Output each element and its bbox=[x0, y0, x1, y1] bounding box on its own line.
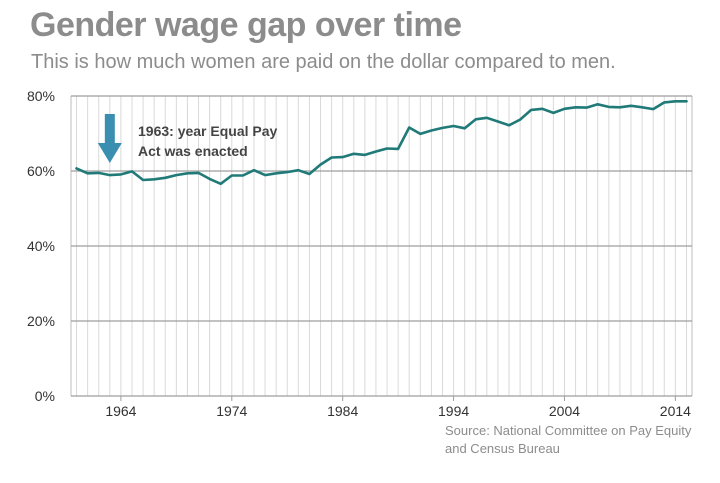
y-tick-label: 0% bbox=[35, 388, 55, 404]
annotation-group: 1963: year Equal Pay Act was enacted bbox=[97, 114, 278, 163]
chart-subtitle: This is how much women are paid on the d… bbox=[31, 51, 616, 73]
x-tick-label: 1974 bbox=[216, 403, 247, 419]
x-tick-label: 1964 bbox=[105, 403, 136, 419]
down-arrow-icon bbox=[97, 114, 122, 163]
x-tick-label: 2014 bbox=[660, 403, 691, 419]
annotation-line-1: 1963: year Equal Pay bbox=[138, 123, 278, 139]
horizontal-gridlines bbox=[71, 95, 692, 397]
chart-title: Gender wage gap over time bbox=[30, 6, 462, 44]
source-line-1: Source: National Committee on Pay Equity bbox=[445, 423, 692, 438]
y-tick-label: 20% bbox=[27, 313, 55, 329]
source-line-2: and Census Bureau bbox=[445, 441, 560, 456]
x-tick-label: 1994 bbox=[438, 403, 469, 419]
y-axis-ticks: 0% 20% 40% 60% 80% bbox=[27, 88, 55, 404]
series-line-wage-ratio bbox=[75, 100, 688, 186]
x-tick-label: 2004 bbox=[549, 403, 580, 419]
series-group bbox=[75, 100, 688, 186]
y-tick-label: 40% bbox=[27, 238, 55, 254]
annotation-line-2: Act was enacted bbox=[138, 143, 248, 159]
source-note: Source: National Committee on Pay Equity… bbox=[445, 422, 715, 458]
x-tick-label: 1984 bbox=[327, 403, 358, 419]
x-axis-ticks: 1964 1974 1984 1994 2004 2014 bbox=[105, 396, 691, 419]
y-tick-label: 80% bbox=[27, 88, 55, 104]
y-tick-label: 60% bbox=[27, 163, 55, 179]
